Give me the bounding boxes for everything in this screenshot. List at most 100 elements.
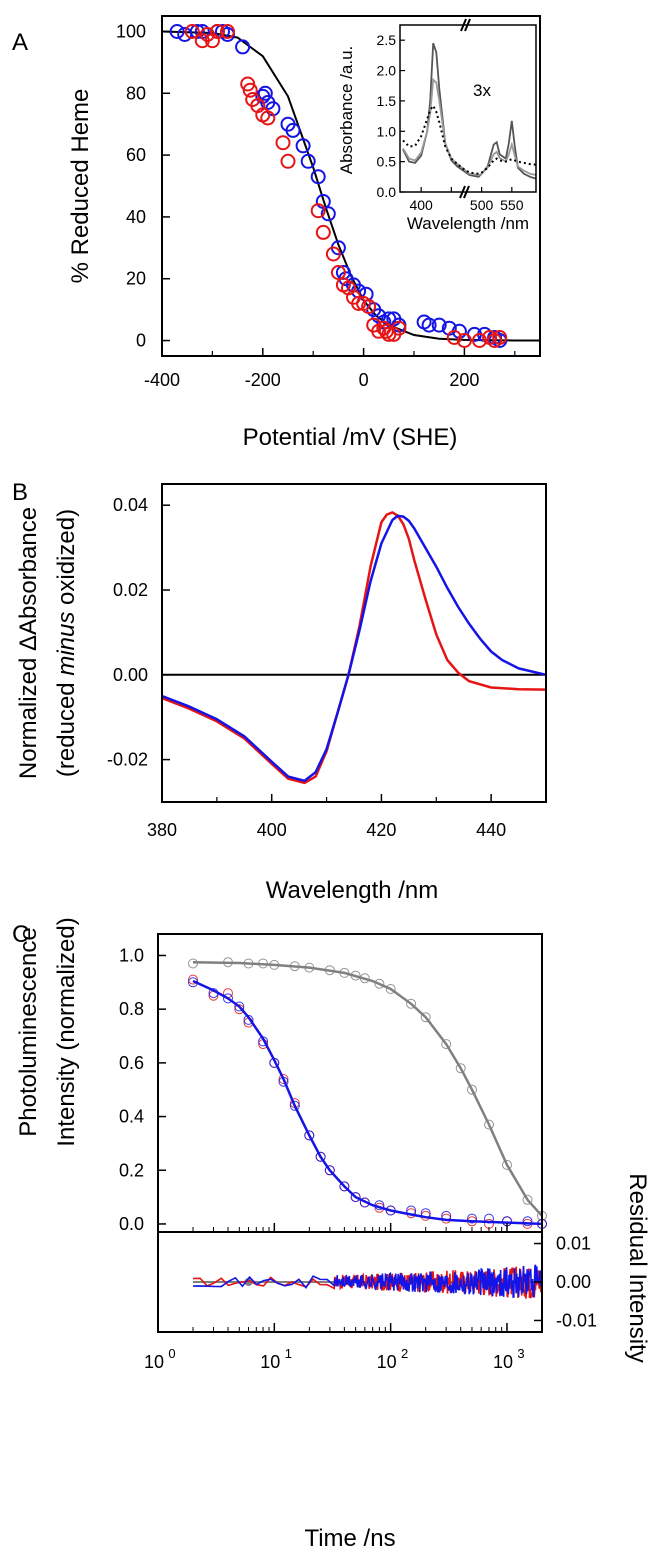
inset-ytick-label: 0.0 (377, 184, 397, 200)
panel-c-point-blue (339, 1181, 350, 1192)
panel-a-ytick-label: 20 (126, 269, 146, 289)
panel-c-ytick-label: 0.0 (119, 1214, 144, 1234)
panel-c-xtick-exponent: 1 (285, 1346, 292, 1361)
panel-a-point-red (275, 135, 291, 151)
panel-a-point-red (315, 224, 331, 240)
panel-c-xtick-label: 10 (377, 1352, 397, 1372)
panel-b-frame (161, 483, 547, 803)
panel-a-fit-line (161, 30, 540, 342)
panel-a-point-blue (431, 317, 447, 333)
panel-a-point-blue (310, 169, 326, 185)
axis-break-icon (459, 18, 471, 199)
inset-xtick-label: 500 (470, 197, 494, 213)
panel-c-point-blue (304, 1130, 315, 1141)
panel-b-ytick-label: -0.02 (107, 750, 148, 770)
panel-c-y2label: Residual Intensity (624, 1173, 649, 1362)
panel-c-y2tick-label: -0.01 (556, 1310, 597, 1330)
inset-ytick-label: 1.5 (377, 93, 397, 109)
panel-a-point-blue (235, 39, 251, 55)
panel-a-xtick-label: 0 (359, 370, 369, 390)
panel-c-ytick-label: 0.4 (119, 1107, 144, 1127)
panel-a-xtick-label: -200 (245, 370, 281, 390)
panel-c-xlabel: Time /ns (304, 1525, 395, 1552)
panel-c-point-blue (522, 1216, 533, 1227)
panel-a-point-blue (169, 24, 185, 39)
panel-c-point-blue (350, 1192, 361, 1203)
panel-a-point-red (184, 24, 200, 39)
panel-b-ytick-label: 0.02 (113, 580, 148, 600)
panel-a-point-red (472, 333, 487, 348)
panel-a-ytick-label: 0 (136, 331, 146, 351)
panel-a-ytick-label: 60 (126, 145, 146, 165)
panel-a-point-blue (295, 138, 311, 154)
panel-b: B 380 400 420 440 -0.02 0.00 0.02 0.04 Waveleng… (12, 479, 547, 904)
panel-a-point-red (310, 203, 326, 219)
panel-a-point-red (330, 265, 346, 280)
panel-c-ytick-label: 0.6 (119, 1053, 144, 1073)
panel-c-ytick-label: 0.2 (119, 1160, 144, 1180)
panel-c-point-gray (406, 998, 417, 1009)
panel-a-xlabel: Potential /mV (SHE) (243, 424, 458, 451)
panel-a-ylabel: % Reduced Heme (67, 89, 94, 284)
panel-b-xtick-label: 440 (476, 820, 506, 840)
panel-a-point-red (492, 330, 508, 345)
panel-a-point-blue (177, 27, 193, 42)
panel-c-xtick-exponent: 0 (168, 1346, 175, 1361)
panel-a-xtick-label: 200 (449, 370, 479, 390)
panel-a-point-blue (421, 317, 437, 333)
panel-c-fit-blue (192, 979, 543, 1226)
panel-a: A -400 -200 0 200 0 20 40 60 80 100 Potential /mV… (12, 15, 541, 451)
panel-c-point-gray (441, 1039, 452, 1050)
panel-b-xtick-label: 420 (366, 820, 396, 840)
panel-b-xtick-label: 380 (147, 820, 177, 840)
panel-b-xlabel: Wavelength /nm (266, 877, 439, 904)
panel-c-point-red (188, 974, 198, 985)
panel-c-xtick-label: 10 (493, 1352, 513, 1372)
panel-c-ytick-label: 1.0 (119, 945, 144, 965)
panel-a-xtick-label: -400 (144, 370, 180, 390)
inset-xtick-label: 400 (409, 197, 433, 213)
panel-c-point-blue (289, 1100, 300, 1111)
panel-b-xtick-label: 400 (257, 820, 287, 840)
inset-xlabel: Wavelength /nm (407, 214, 529, 233)
inset-ytick-label: 0.5 (377, 154, 397, 170)
panel-a-point-red (361, 299, 377, 314)
panel-a-inset: 400 500 550 0.0 0.5 1.0 1.5 2.0 2.5 3x Wavelengt… (337, 18, 539, 233)
panel-c-point-blue (467, 1213, 477, 1224)
panel-a-point-red (209, 24, 225, 39)
panel-c-point-gray (522, 1194, 533, 1205)
inset-spectrum-line (402, 77, 537, 176)
panel-b-ylabel-line2: (reduced minus oxidized) (53, 509, 80, 777)
panel-c-point-gray (484, 1119, 494, 1130)
panel-a-point-red (456, 333, 472, 348)
panel-a-point-blue (285, 122, 301, 138)
panel-c-fit-gray (192, 960, 543, 1217)
panel-c-point-gray (420, 1012, 431, 1023)
panel-c: C 10 0 10 1 10 2 10 3 0.0 0.2 0.4 0.6 0.8 1.0 -0.01 0.0… (12, 917, 649, 1552)
panel-a-point-red (446, 330, 462, 345)
inset-ylabel: Absorbance /a.u. (337, 46, 356, 175)
panel-b-ytick-label: 0.00 (113, 665, 148, 685)
panel-c-y2tick-label: 0.00 (556, 1272, 591, 1292)
panel-c-xtick-exponent: 3 (517, 1346, 524, 1361)
panel-a-point-blue (300, 153, 316, 169)
panel-c-xtick-label: 10 (260, 1352, 280, 1372)
panel-c-point-gray (385, 984, 396, 994)
panel-a-point-red (351, 296, 367, 311)
panel-c-point-blue (234, 1001, 245, 1012)
panel-letter-b: B (12, 479, 28, 506)
inset-ytick-label: 2.5 (377, 32, 397, 48)
inset-spectrum-line (402, 42, 537, 180)
panel-c-point-gray (467, 1084, 477, 1095)
panel-a-point-red (325, 246, 341, 262)
panel-c-y2tick-label: 0.01 (556, 1234, 591, 1254)
panel-c-point-red (278, 1074, 289, 1084)
panel-a-point-red (280, 153, 296, 169)
panel-c-point-red (234, 1004, 245, 1015)
panel-letter-c: C (12, 921, 29, 948)
panel-c-xtick-exponent: 2 (401, 1346, 408, 1361)
panel-c-frame (157, 933, 543, 1333)
panel-c-point-gray (455, 1063, 466, 1074)
panel-c-ylabel-line2: Intensity (normalized) (53, 917, 80, 1146)
